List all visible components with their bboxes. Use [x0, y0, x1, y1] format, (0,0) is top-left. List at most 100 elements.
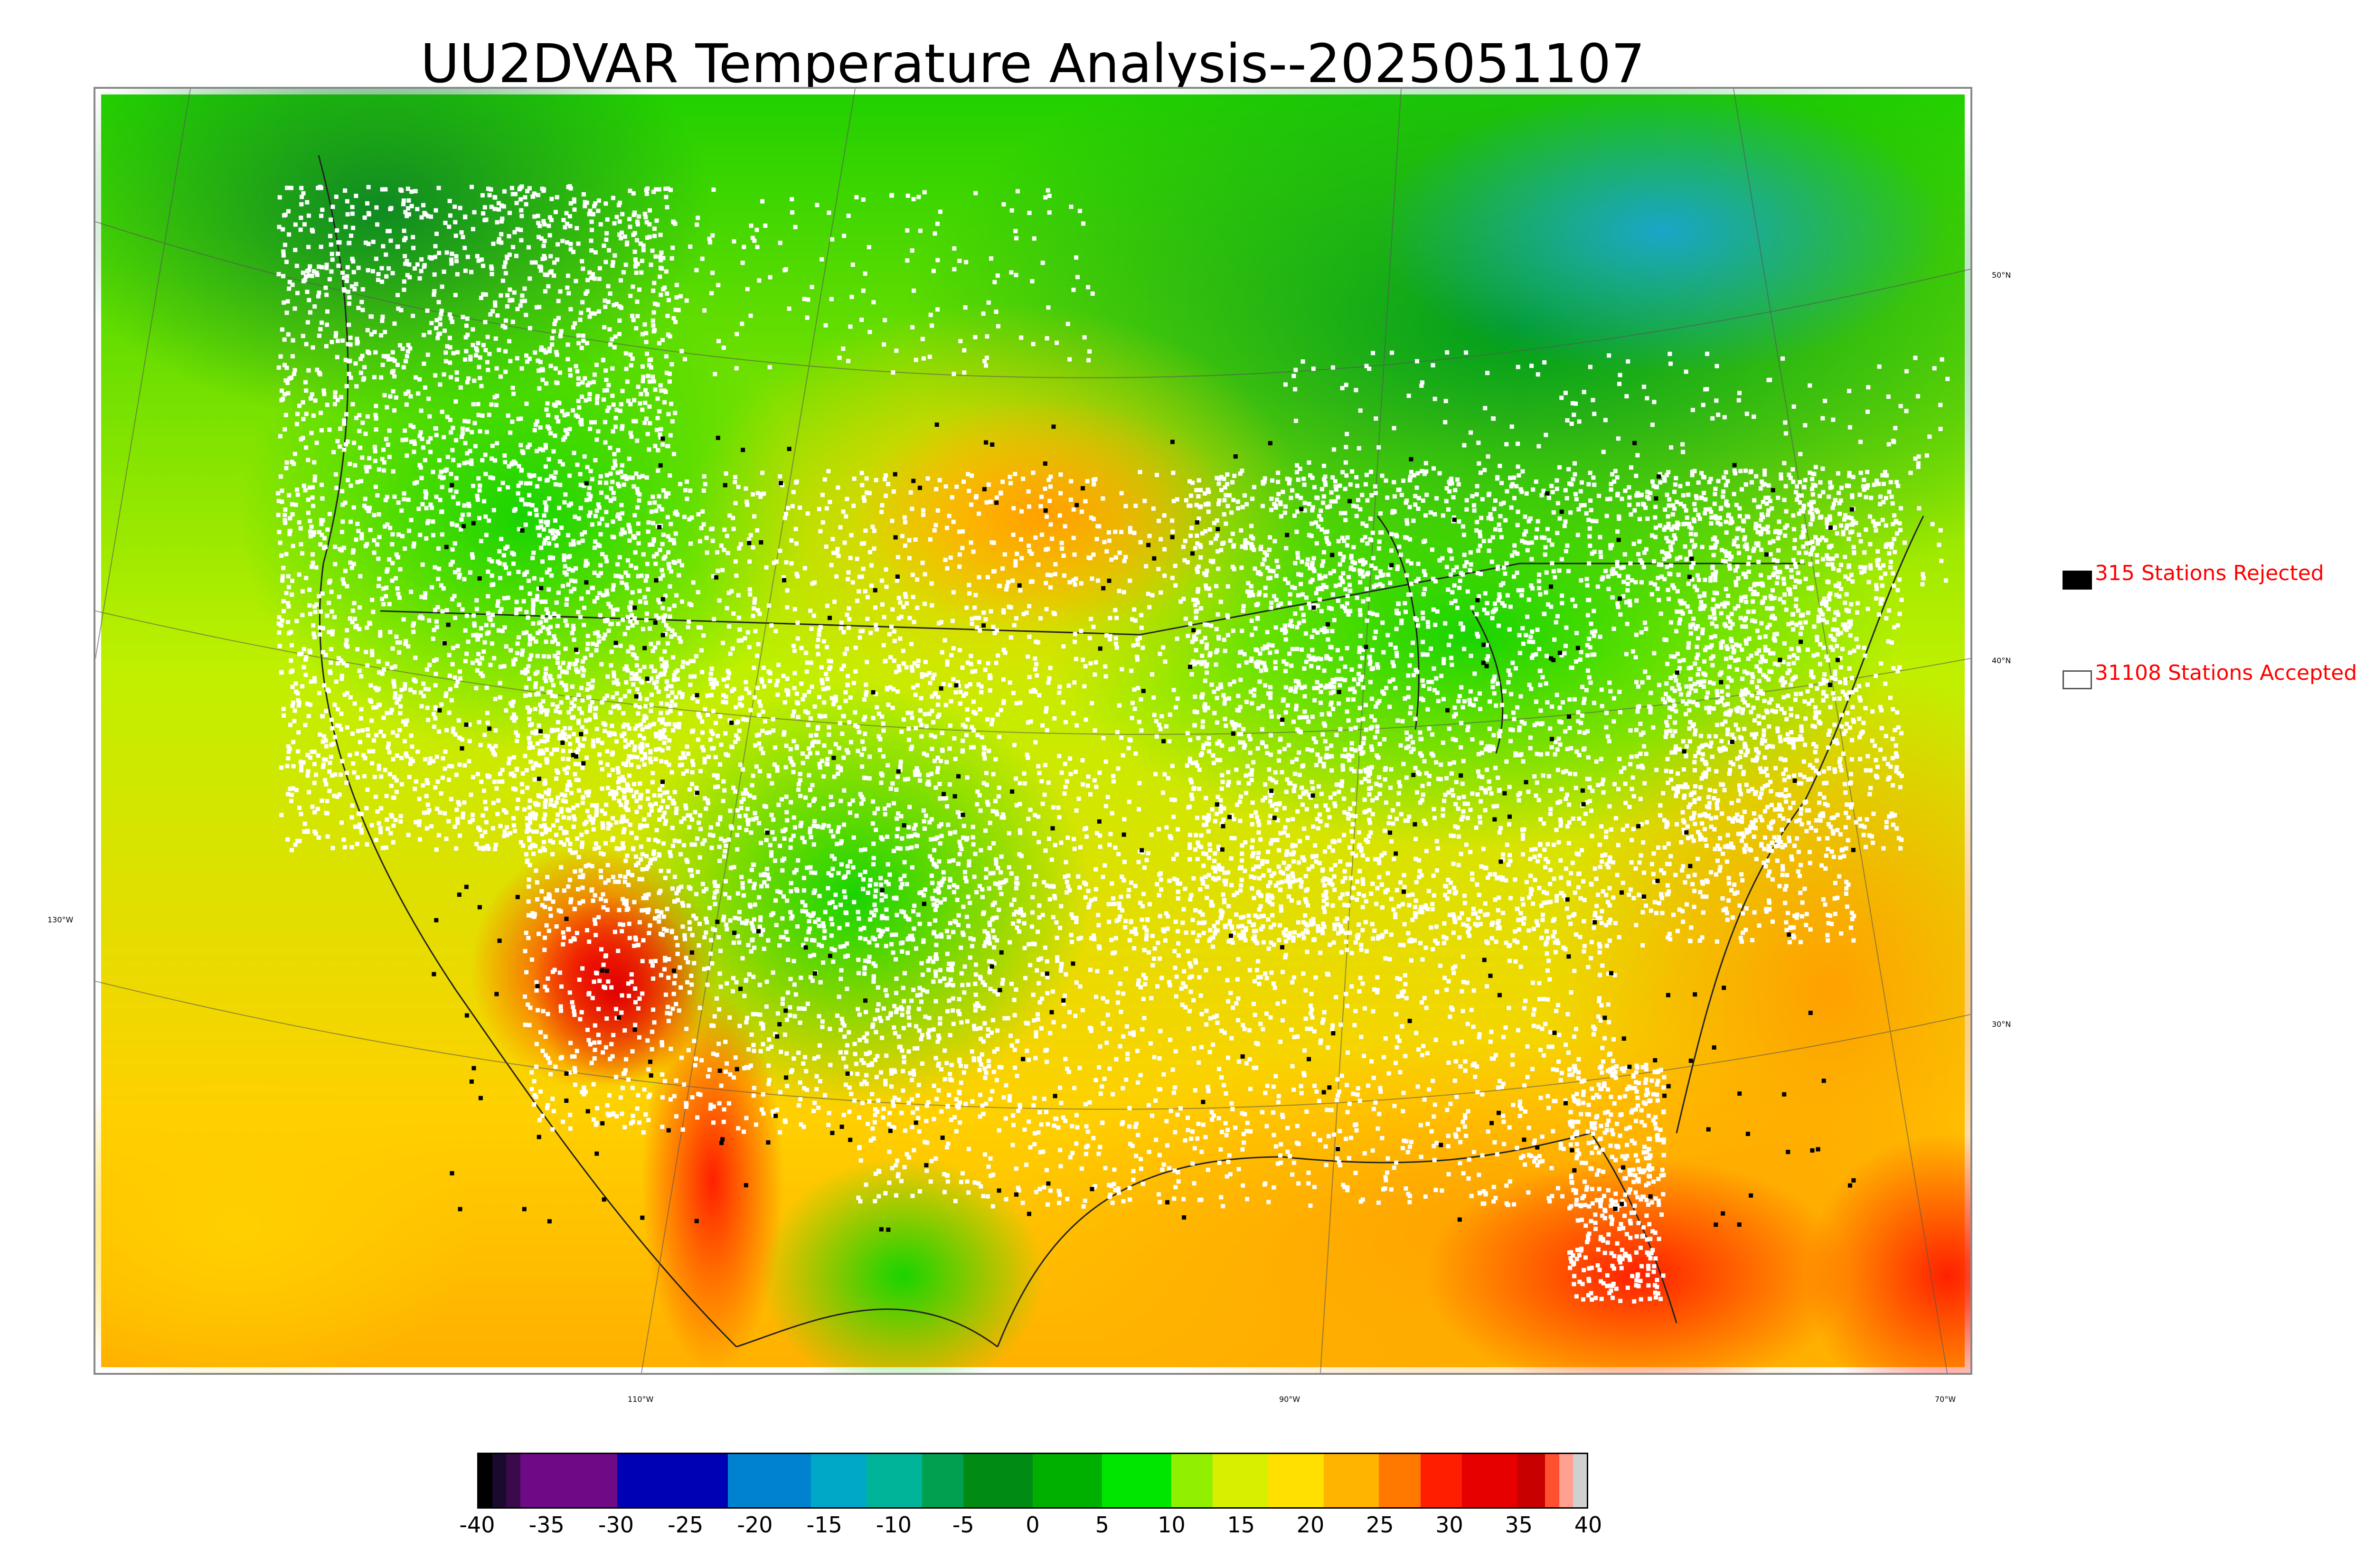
station-accepted [450, 662, 455, 667]
station-accepted [349, 815, 354, 820]
station-accepted [415, 480, 419, 485]
station-accepted [363, 497, 367, 501]
station-accepted [361, 377, 366, 382]
station-accepted [455, 350, 460, 355]
station-accepted [596, 429, 601, 434]
station-accepted [785, 605, 790, 610]
station-accepted [531, 598, 536, 602]
station-accepted [440, 485, 444, 489]
station-accepted [1315, 752, 1320, 757]
station-accepted [555, 529, 559, 534]
station-accepted [789, 881, 793, 885]
station-accepted [527, 717, 532, 722]
station-accepted [630, 475, 635, 480]
station-accepted [1114, 645, 1119, 650]
station-accepted [505, 293, 510, 298]
station-accepted [1151, 506, 1156, 511]
station-accepted [595, 595, 600, 600]
station-accepted [401, 617, 406, 622]
station-accepted [1190, 797, 1195, 801]
station-accepted [477, 720, 481, 724]
station-accepted [427, 330, 432, 335]
station-accepted [902, 910, 906, 915]
station-accepted [395, 640, 400, 645]
station-accepted [659, 711, 663, 715]
station-accepted [317, 691, 321, 695]
station-accepted [494, 366, 499, 371]
station-accepted [953, 757, 958, 761]
station-accepted [294, 788, 299, 792]
station-accepted [614, 302, 619, 307]
station-accepted [1234, 912, 1239, 917]
station-accepted [323, 757, 328, 762]
station-accepted [1086, 889, 1091, 893]
station-accepted [631, 646, 635, 651]
station-accepted [536, 630, 540, 635]
station-accepted [635, 755, 640, 760]
station-accepted [330, 629, 335, 634]
station-accepted [452, 204, 457, 209]
station-accepted [670, 690, 675, 695]
station-accepted [1528, 873, 1533, 878]
station-accepted [1365, 541, 1370, 546]
station-accepted [589, 420, 594, 425]
station-accepted [1284, 850, 1289, 855]
station-accepted [1293, 878, 1298, 883]
station-accepted [1568, 510, 1573, 515]
station-accepted [514, 611, 518, 616]
station-accepted [675, 512, 680, 517]
station-accepted [660, 542, 665, 546]
station-accepted [308, 650, 312, 655]
station-accepted [1243, 538, 1248, 543]
station-accepted [910, 865, 914, 870]
station-accepted [372, 550, 377, 555]
station-accepted [1228, 919, 1233, 924]
station-accepted [943, 557, 948, 562]
station-accepted [1354, 504, 1359, 509]
station-accepted [356, 825, 361, 829]
station-accepted [648, 208, 652, 213]
station-accepted [279, 623, 283, 628]
station-accepted [490, 747, 495, 752]
station-accepted [1158, 727, 1163, 732]
station-accepted [591, 817, 596, 821]
station-accepted [908, 490, 913, 495]
station-accepted [1103, 804, 1108, 808]
station-accepted [1123, 504, 1128, 508]
station-accepted [431, 533, 435, 537]
station-accepted [364, 806, 369, 811]
station-accepted [339, 711, 344, 716]
station-accepted [351, 225, 356, 230]
station-accepted [519, 468, 524, 472]
station-accepted [345, 439, 350, 444]
station-accepted [566, 567, 571, 572]
station-accepted [1238, 936, 1243, 940]
station-accepted [394, 552, 399, 557]
station-accepted [552, 260, 557, 265]
station-accepted [1166, 776, 1170, 780]
station-accepted [392, 374, 397, 379]
station-accepted [546, 929, 551, 933]
station-accepted [546, 424, 550, 429]
station-accepted [1144, 928, 1149, 933]
station-accepted [556, 316, 561, 320]
station-accepted [724, 471, 728, 476]
station-accepted [1240, 469, 1244, 473]
station-accepted [433, 785, 438, 790]
station-accepted [351, 270, 356, 274]
station-accepted [479, 779, 484, 784]
station-accepted [500, 324, 505, 329]
station-accepted [733, 480, 737, 485]
station-accepted [387, 455, 392, 460]
station-accepted [454, 370, 459, 375]
station-accepted [1033, 667, 1037, 672]
station-accepted [375, 222, 380, 227]
station-accepted [672, 632, 677, 637]
station-accepted [625, 668, 630, 673]
station-accepted [955, 810, 960, 815]
station-accepted [1261, 798, 1265, 803]
station-accepted [1362, 736, 1366, 741]
station-accepted [480, 834, 484, 838]
station-accepted [907, 737, 912, 742]
station-accepted [1351, 697, 1356, 702]
